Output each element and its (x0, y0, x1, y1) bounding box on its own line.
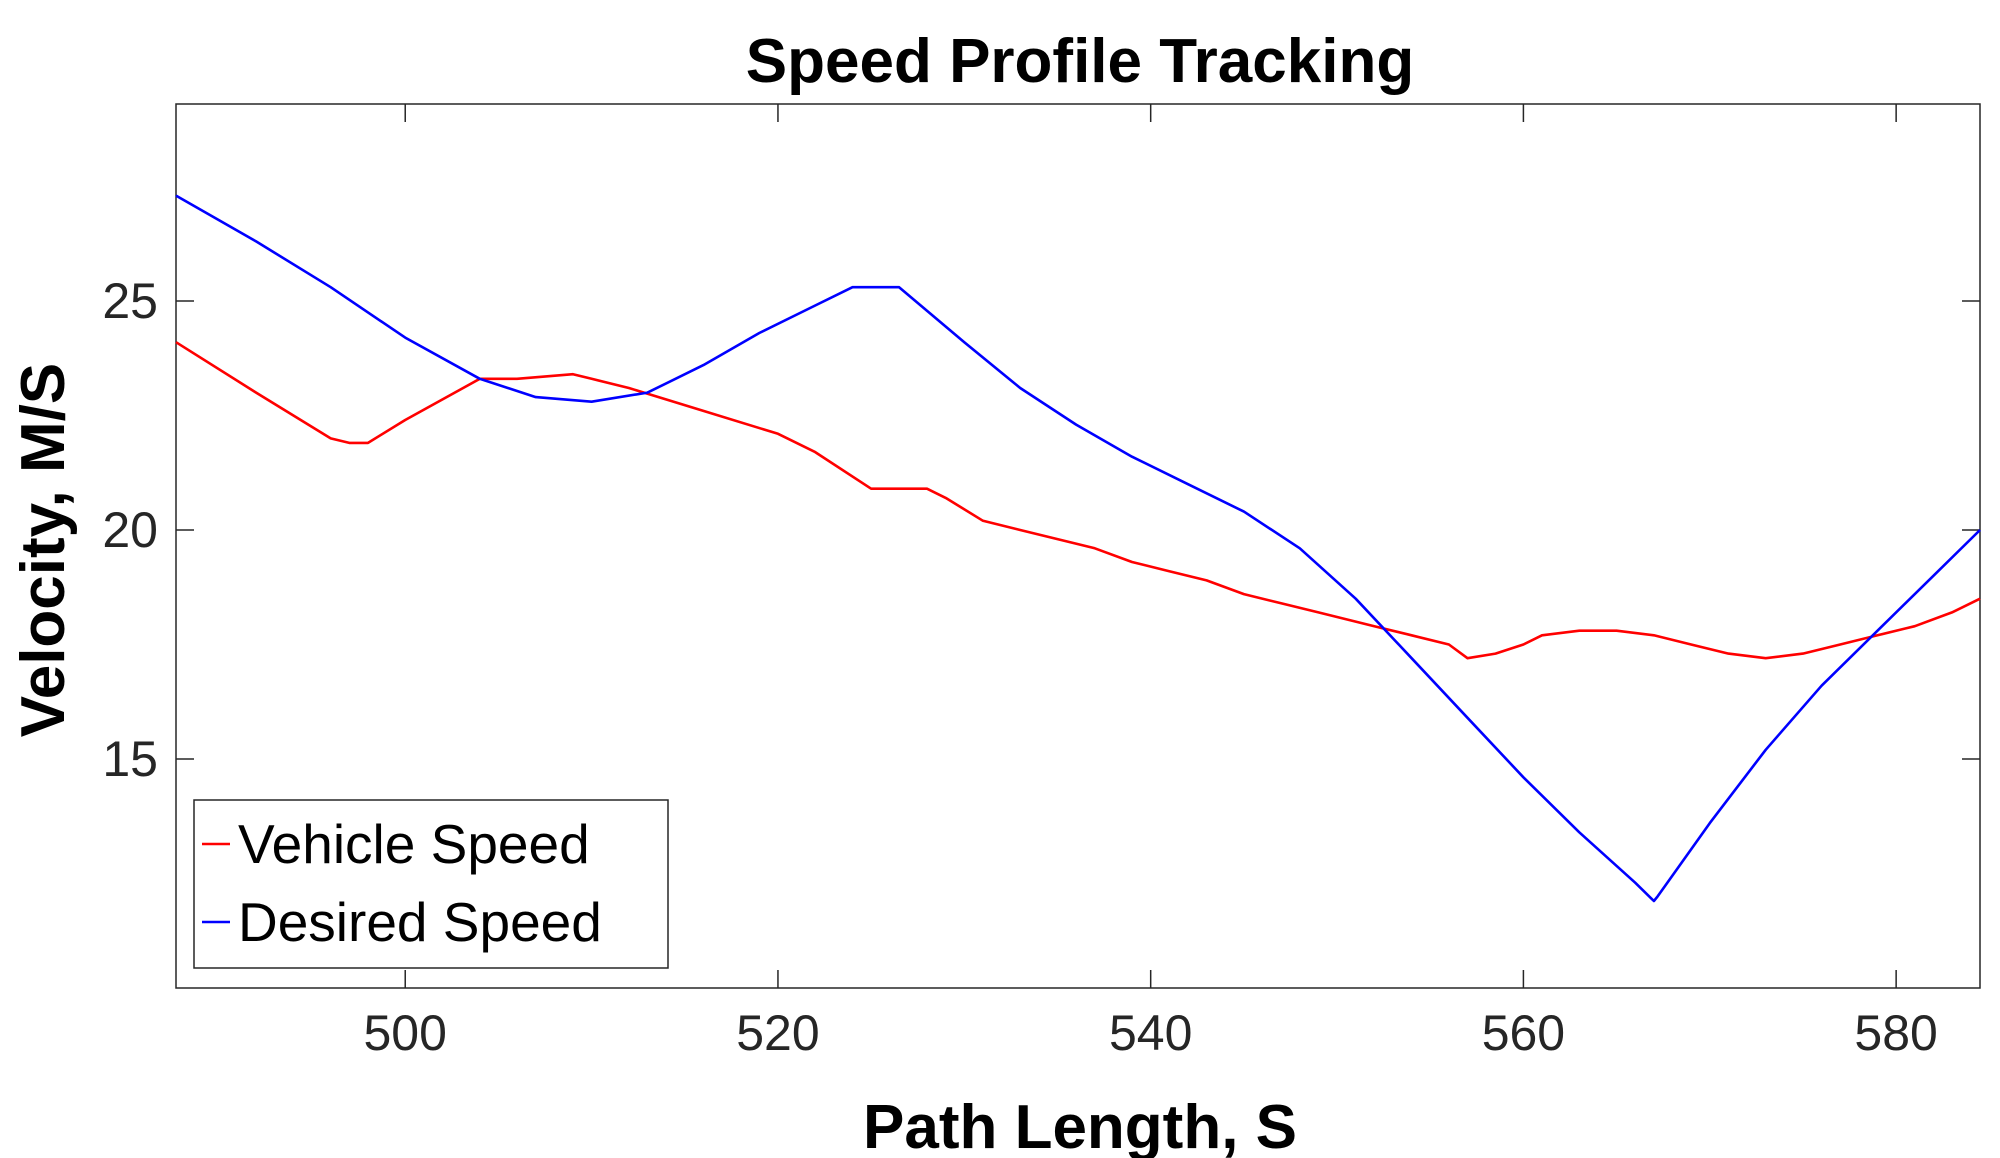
legend-label: Desired Speed (238, 891, 602, 953)
x-tick-label: 500 (364, 1005, 447, 1061)
y-axis-label: Velocity, M/S (9, 363, 78, 737)
legend-box (193, 799, 669, 969)
x-tick-label: 560 (1482, 1005, 1565, 1061)
x-axis-label: Path Length, S (863, 1093, 1297, 1158)
y-tick-label: 20 (102, 502, 158, 558)
x-tick-label: 580 (1854, 1005, 1937, 1061)
series-line-desired-speed (175, 194, 1981, 903)
legend-label: Vehicle Speed (238, 813, 590, 875)
y-tick-label: 25 (102, 273, 158, 329)
legend: Vehicle Speed Desired Speed (193, 799, 669, 969)
series-line-vehicle-speed (175, 341, 1981, 660)
x-tick-label: 520 (736, 1005, 819, 1061)
x-tick-label: 540 (1109, 1005, 1192, 1061)
y-tick-label: 15 (102, 731, 158, 787)
chart-title: Speed Profile Tracking (746, 27, 1414, 96)
